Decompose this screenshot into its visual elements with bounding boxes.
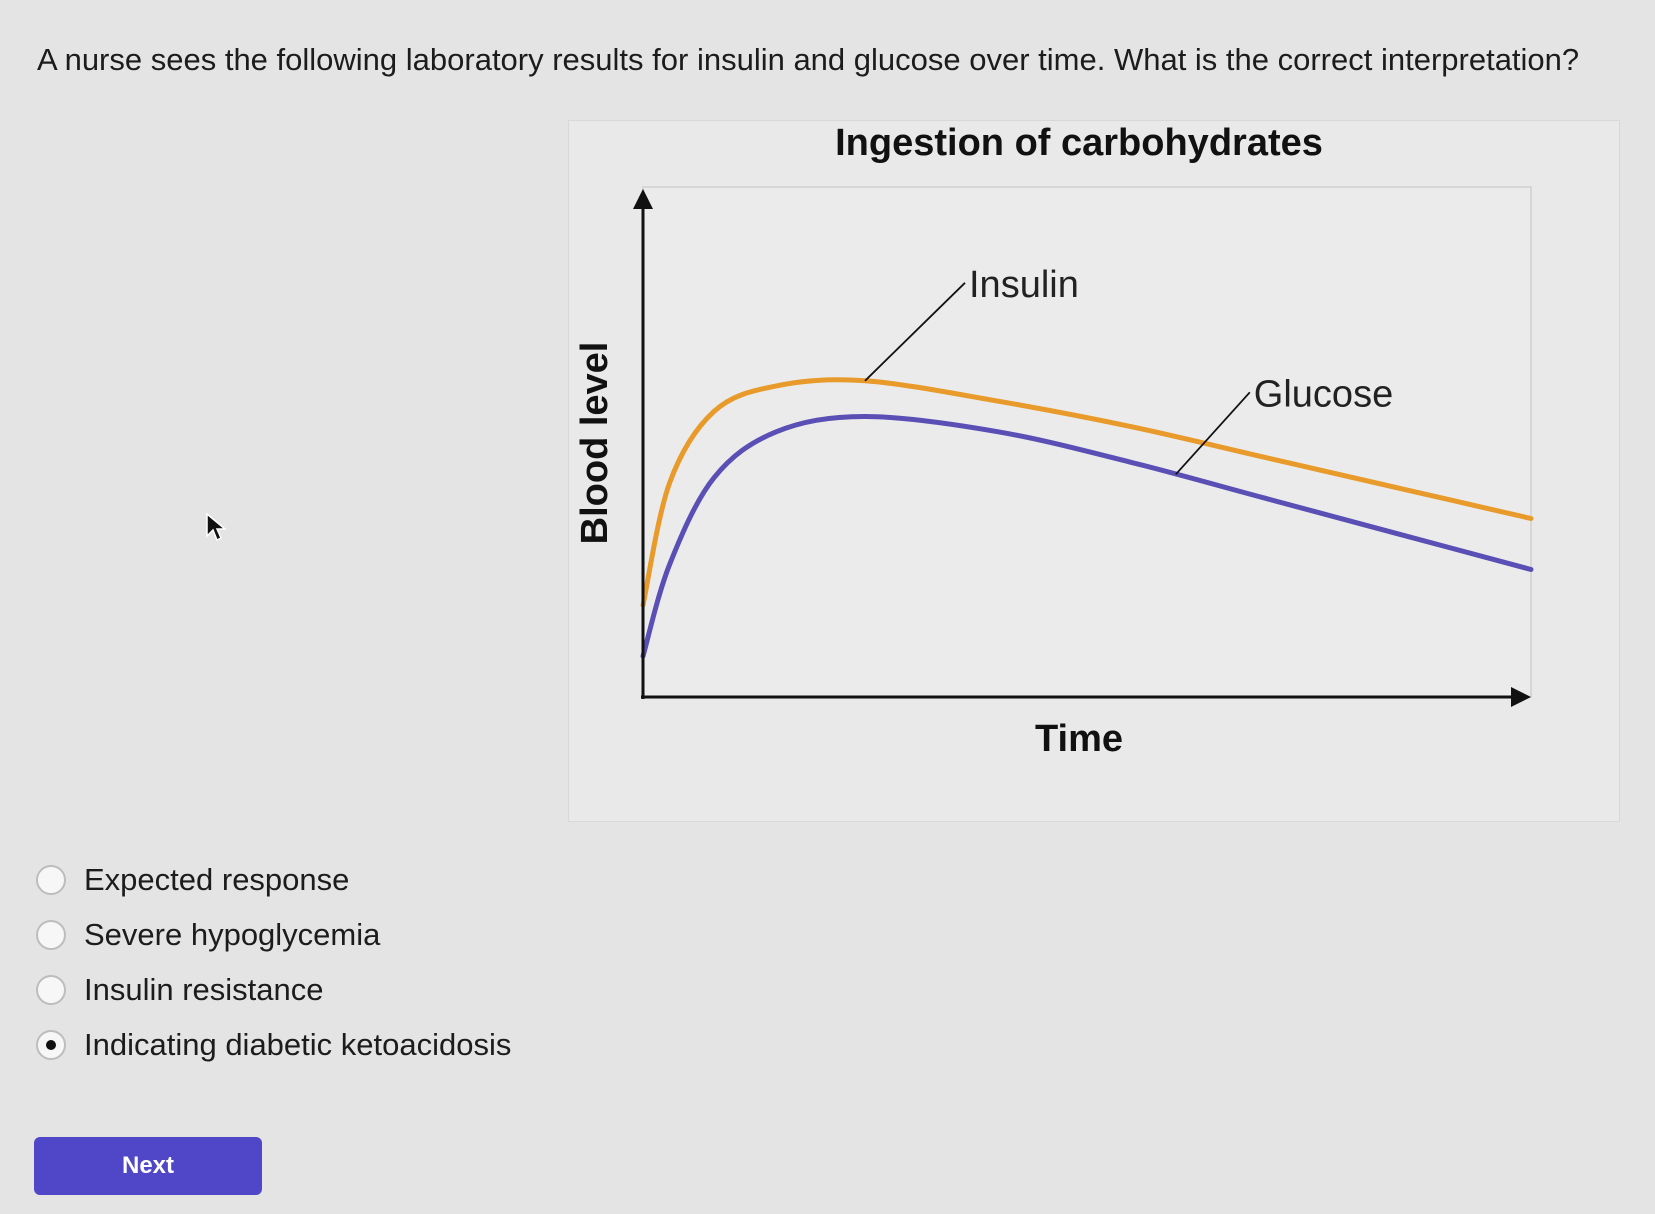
answer-options: Expected response Severe hypoglycemia In… [36, 852, 511, 1072]
plot-area [642, 186, 1532, 698]
y-axis-label: Blood level [574, 342, 616, 545]
annotation-leader-line [1175, 391, 1251, 475]
series-line-insulin [640, 413, 1534, 659]
option-expected-response[interactable]: Expected response [36, 852, 511, 907]
option-label: Insulin resistance [84, 971, 324, 1007]
annotation-leader-line [864, 282, 966, 382]
x-axis-arrow [1511, 687, 1531, 707]
radio-dot [46, 1039, 56, 1050]
radio-button[interactable] [36, 974, 66, 1005]
chart-title: Ingestion of carbohydrates [835, 122, 1323, 164]
option-diabetic-ketoacidosis[interactable]: Indicating diabetic ketoacidosis [36, 1017, 511, 1072]
annotation-label-glucose: Glucose [1254, 373, 1393, 415]
next-button[interactable]: Next [34, 1137, 262, 1195]
option-severe-hypoglycemia[interactable]: Severe hypoglycemia [36, 907, 511, 962]
option-label: Severe hypoglycemia [84, 916, 381, 952]
chart-svg: Ingestion of carbohydrates Insulin Glucos… [574, 122, 1534, 760]
radio-button[interactable] [36, 864, 66, 895]
x-axis-label: Time [1035, 718, 1123, 760]
radio-button[interactable] [36, 1029, 66, 1060]
option-label: Indicating diabetic ketoacidosis [84, 1026, 512, 1062]
mouse-cursor-icon [206, 512, 227, 542]
option-insulin-resistance[interactable]: Insulin resistance [36, 962, 511, 1017]
question-text: A nurse sees the following laboratory re… [37, 42, 1580, 77]
series-line-glucose [640, 377, 1534, 608]
option-label: Expected response [84, 861, 350, 897]
radio-button[interactable] [36, 919, 66, 950]
y-axis-arrow [633, 189, 653, 209]
chart-figure: Ingestion of carbohydrates Insulin Glucos… [568, 120, 1620, 822]
annotation-label-insulin: Insulin [969, 264, 1079, 306]
